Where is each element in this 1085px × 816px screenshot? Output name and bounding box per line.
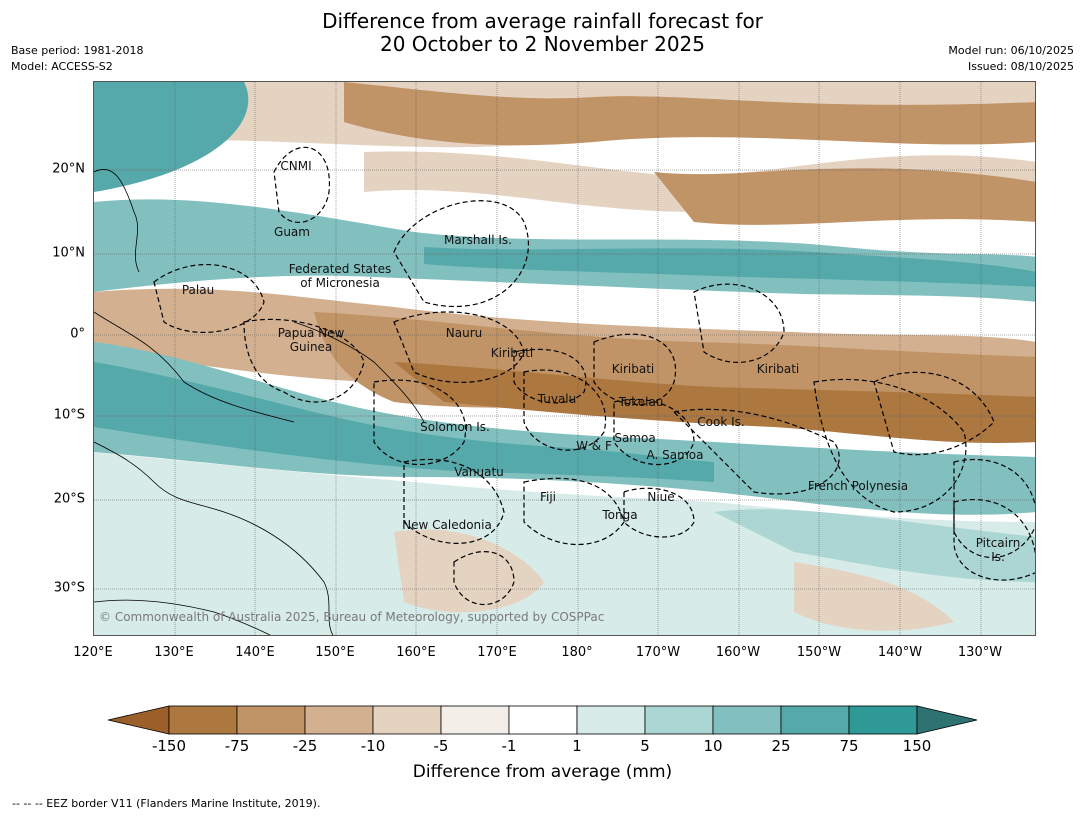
colorbar-segment xyxy=(644,705,714,735)
issued-date: Issued: 08/10/2025 xyxy=(967,60,1074,73)
label-tonga: Tonga xyxy=(602,508,638,522)
label-tokelau: Tokelau xyxy=(618,395,664,409)
lon-tick: 150°W xyxy=(796,645,842,660)
label-samoa: Samoa xyxy=(614,431,656,445)
lat-tick: 10°S xyxy=(53,407,85,423)
colorbar-tick: 25 xyxy=(771,737,791,755)
lon-tick: 130°E xyxy=(154,645,194,660)
lon-tick: 140°E xyxy=(235,645,275,660)
lon-tick: 160°E xyxy=(396,645,436,660)
colorbar-segment xyxy=(304,705,374,735)
colorbar-tick: 75 xyxy=(839,737,859,755)
lon-tick: 140°W xyxy=(877,645,923,660)
colorbar-tick: 5 xyxy=(640,737,650,755)
label-guam: Guam xyxy=(274,225,310,239)
colorbar-segment xyxy=(236,705,306,735)
label-palau: Palau xyxy=(181,283,215,297)
colorbar-tick: 1 xyxy=(572,737,582,755)
colorbar-extend-low xyxy=(108,705,170,735)
colorbar-segment xyxy=(780,705,850,735)
lon-tick: 180° xyxy=(561,645,593,660)
label-pitcairn: Pitcairn Is. xyxy=(975,536,1021,564)
copyright-text: © Commonwealth of Australia 2025, Bureau… xyxy=(99,610,605,624)
label-niue: Niue xyxy=(647,490,675,504)
label-solomon: Solomon Is. xyxy=(420,420,490,434)
label-nauru: Nauru xyxy=(445,326,483,340)
colorbar-segment xyxy=(848,705,918,735)
lat-tick: 20°S xyxy=(53,491,85,507)
lat-tick: 30°S xyxy=(53,580,85,596)
colorbar-label: Difference from average (mm) xyxy=(412,762,673,782)
colorbar xyxy=(108,705,978,735)
label-kiribati-central: Kiribati xyxy=(611,362,655,376)
base-period: Base period: 1981-2018 xyxy=(11,44,144,57)
label-kiribati-east: Kiribati xyxy=(756,362,800,376)
label-vanuatu: Vanuatu xyxy=(454,465,504,479)
lon-tick: 170°W xyxy=(635,645,681,660)
colorbar-tick: -1 xyxy=(501,737,517,755)
colorbar-segment xyxy=(508,705,578,735)
label-cnmi: CNMI xyxy=(280,159,312,173)
colorbar-segment xyxy=(440,705,510,735)
eez-footnote: -- -- -- EEZ border V11 (Flanders Marine… xyxy=(12,797,321,810)
label-asamoa: A. Samoa xyxy=(646,448,704,462)
colorbar-tick: -5 xyxy=(433,737,449,755)
label-micronesia: Federated States of Micronesia xyxy=(288,262,392,290)
label-new-caledonia: New Caledonia xyxy=(402,518,492,532)
colorbar-extend-high xyxy=(916,705,978,735)
colorbar-tick: 10 xyxy=(703,737,723,755)
colorbar-tick: -150 xyxy=(151,737,187,755)
title-line-2: 20 October to 2 November 2025 xyxy=(379,32,706,56)
title-line-1: Difference from average rainfall forecas… xyxy=(322,9,763,33)
colorbar-segment xyxy=(168,705,238,735)
lat-tick: 10°N xyxy=(52,245,85,261)
colorbar-tick: 150 xyxy=(902,737,932,755)
lon-tick: 150°E xyxy=(315,645,355,660)
label-cook: Cook Is. xyxy=(697,415,745,429)
label-wf: W & F xyxy=(576,439,612,453)
lat-tick: 20°N xyxy=(52,161,85,177)
rainfall-map xyxy=(94,82,1035,635)
colorbar-segment xyxy=(576,705,646,735)
colorbar-segment xyxy=(372,705,442,735)
lon-tick: 170°E xyxy=(477,645,517,660)
label-png: Papua New Guinea xyxy=(277,326,345,354)
label-kiribati-west: Kiribati xyxy=(490,346,534,360)
lon-tick: 160°W xyxy=(715,645,761,660)
label-tuvalu: Tuvalu xyxy=(537,392,577,406)
lon-tick: 120°E xyxy=(73,645,113,660)
model-run: Model run: 06/10/2025 xyxy=(948,44,1074,57)
colorbar-segment xyxy=(712,705,782,735)
lat-tick: 0° xyxy=(70,326,85,342)
label-french-polynesia: French Polynesia xyxy=(807,479,909,493)
colorbar-tick: -75 xyxy=(224,737,250,755)
lon-tick: 130°W xyxy=(957,645,1003,660)
colorbar-tick: -25 xyxy=(292,737,318,755)
model-name: Model: ACCESS-S2 xyxy=(11,60,113,73)
label-marshall: Marshall Is. xyxy=(444,233,512,247)
label-fiji: Fiji xyxy=(539,490,557,504)
colorbar-tick: -10 xyxy=(360,737,386,755)
map-panel[interactable] xyxy=(93,81,1036,636)
